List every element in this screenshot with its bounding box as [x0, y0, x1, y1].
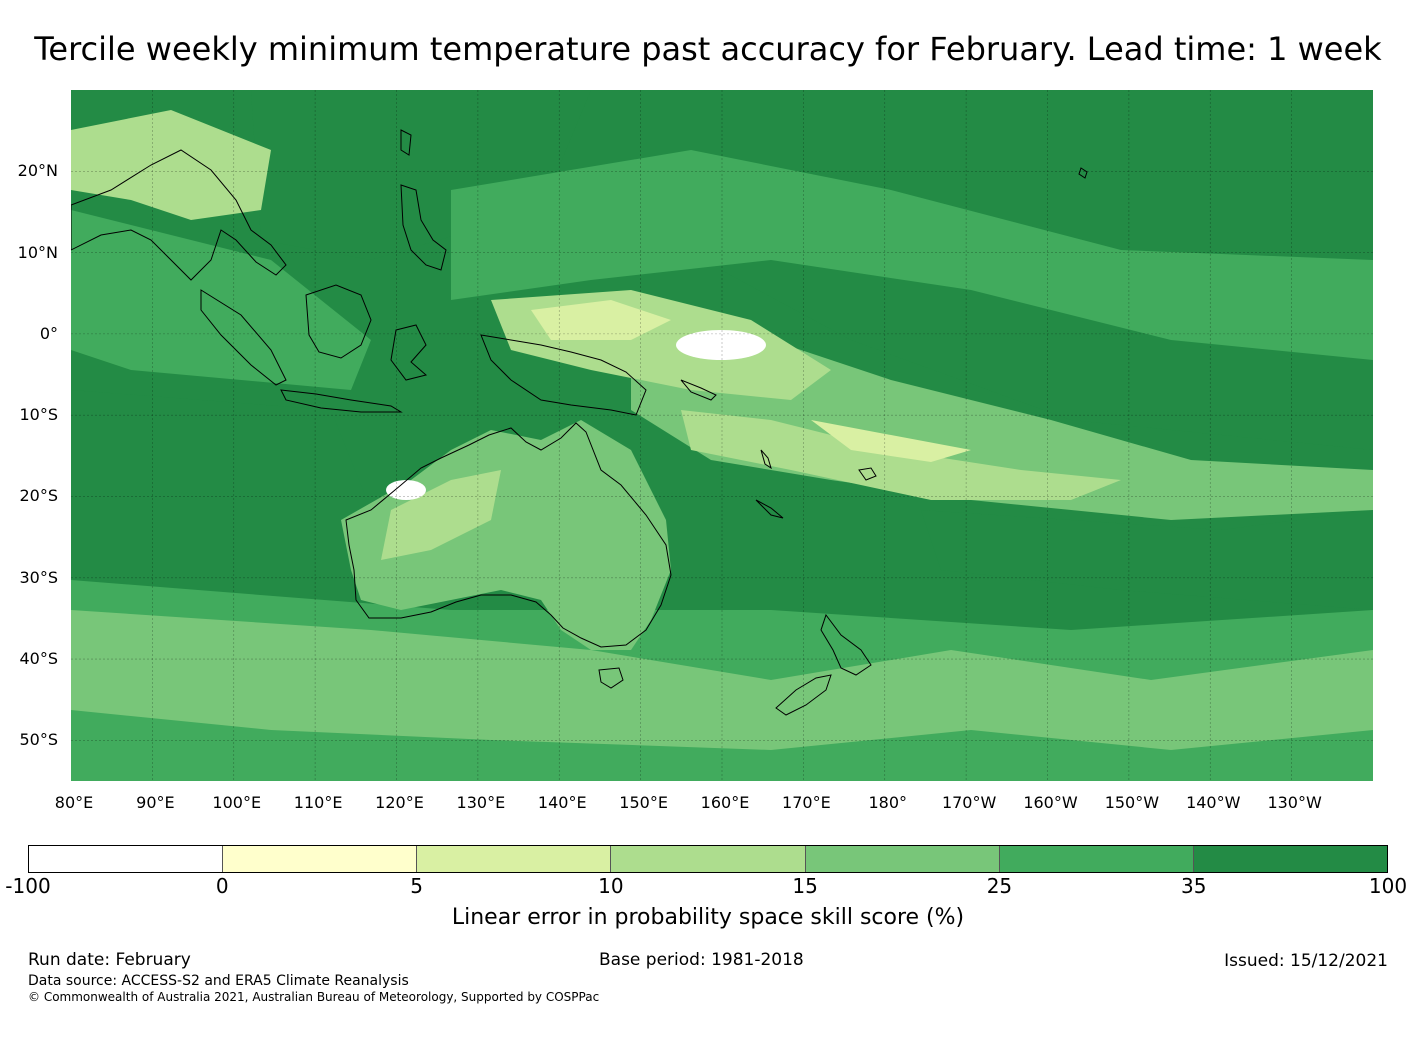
lon-tick-label: 100°E: [212, 793, 262, 812]
skill-score-map: [71, 90, 1373, 781]
run-date: Run date: February: [28, 950, 191, 970]
lon-tick-label: 80°E: [54, 793, 94, 812]
lon-tick-label: 150°E: [619, 793, 668, 812]
lon-tick-label: 160°E: [700, 793, 750, 812]
colorbar-tick-label: 0: [215, 874, 229, 898]
region-indian-ocean-dark: [71, 390, 371, 580]
colorbar-segment: [29, 846, 224, 872]
hawaii-coastline: [1078, 167, 1088, 179]
sumatra-coastline: [200, 289, 287, 386]
lat-tick-label: 0°: [39, 323, 58, 343]
lon-tick-label: 170°W: [941, 793, 997, 812]
map-canvas: [71, 90, 1373, 781]
new-guinea-coastline: [480, 334, 647, 416]
colorbar-label: Linear error in probability space skill …: [451, 905, 965, 930]
lat-tick-label: 20°N: [17, 161, 58, 181]
new-caledonia-coastline: [755, 499, 784, 519]
colorbar-segment: [417, 846, 612, 872]
colorbar-tick-label: -100: [5, 874, 51, 898]
data-source: Data source: ACCESS-S2 and ERA5 Climate …: [28, 973, 409, 989]
colorbar-segment: [805, 846, 1000, 872]
lon-tick-label: 120°E: [375, 793, 424, 812]
colorbar-tick-label: 15: [792, 874, 818, 898]
region-northwest-coast-white: [386, 480, 426, 500]
colorbar: [28, 845, 1388, 873]
lat-tick-label: 10°N: [17, 242, 58, 262]
lon-tick-label: 140°E: [537, 793, 587, 812]
lon-tick-label: 130°W: [1267, 793, 1322, 812]
colorbar-tick-label: 10: [598, 874, 624, 898]
java-coastline: [280, 389, 403, 413]
chart-title: Tercile weekly minimum temperature past …: [34, 30, 1382, 68]
copyright: © Commonwealth of Australia 2021, Austra…: [28, 990, 600, 1004]
lat-tick-label: 30°S: [19, 567, 58, 587]
sulawesi-coastline: [390, 324, 428, 381]
region-southern-ocean-light: [71, 610, 1373, 750]
lat-tick-label: 50°S: [19, 730, 58, 750]
lon-tick-label: 160°W: [1023, 793, 1078, 812]
region-east-pacific-dark: [921, 510, 1373, 610]
colorbar-tick-label: 35: [1180, 874, 1207, 898]
issued-date: Issued: 15/12/2021: [1224, 951, 1388, 971]
base-period: Base period: 1981-2018: [599, 950, 804, 970]
region-indian-ocean-band: [71, 210, 371, 390]
mainland-southeast-asia-coastline: [71, 149, 287, 281]
colorbar-segment: [999, 846, 1194, 872]
solomon-islands-coastline: [680, 379, 717, 401]
lon-tick-label: 180°: [868, 793, 908, 812]
taiwan-coastline: [400, 129, 412, 156]
region-northwest-australia-pale: [381, 470, 501, 560]
new-zealand-north-coastline: [820, 613, 872, 676]
australia-coastline: [345, 422, 672, 648]
lon-tick-label: 130°E: [456, 793, 506, 812]
colorbar-tick-label: 100: [1368, 874, 1408, 898]
philippines-coastline: [400, 184, 447, 271]
region-equatorial-very-pale: [531, 300, 671, 340]
lat-tick-label: 20°S: [19, 486, 58, 506]
lat-tick-label: 10°S: [19, 405, 58, 425]
borneo-coastline: [305, 284, 372, 359]
region-pacific-very-pale: [811, 420, 971, 462]
lat-tick-label: 40°S: [19, 649, 58, 669]
lon-tick-label: 170°E: [782, 793, 831, 812]
tasmania-coastline: [598, 667, 624, 689]
fiji-coastline: [858, 467, 877, 481]
colorbar-tick-label: 5: [410, 874, 423, 898]
colorbar-segment: [223, 846, 418, 872]
lon-tick-label: 90°E: [136, 793, 175, 812]
vanuatu-coastline: [760, 449, 772, 470]
region-southeast-asia-pale: [71, 110, 271, 220]
region-australia-land: [341, 420, 671, 650]
lon-tick-label: 110°E: [293, 793, 343, 812]
new-zealand-south-coastline: [775, 674, 832, 716]
colorbar-segment: [611, 846, 806, 872]
lon-tick-label: 150°W: [1104, 793, 1160, 812]
colorbar-segment: [1193, 846, 1387, 872]
colorbar-tick-label: 25: [986, 874, 1013, 898]
region-pacific-white: [676, 330, 766, 360]
lon-tick-label: 140°W: [1186, 793, 1241, 812]
region-pacific-band: [451, 150, 1373, 360]
